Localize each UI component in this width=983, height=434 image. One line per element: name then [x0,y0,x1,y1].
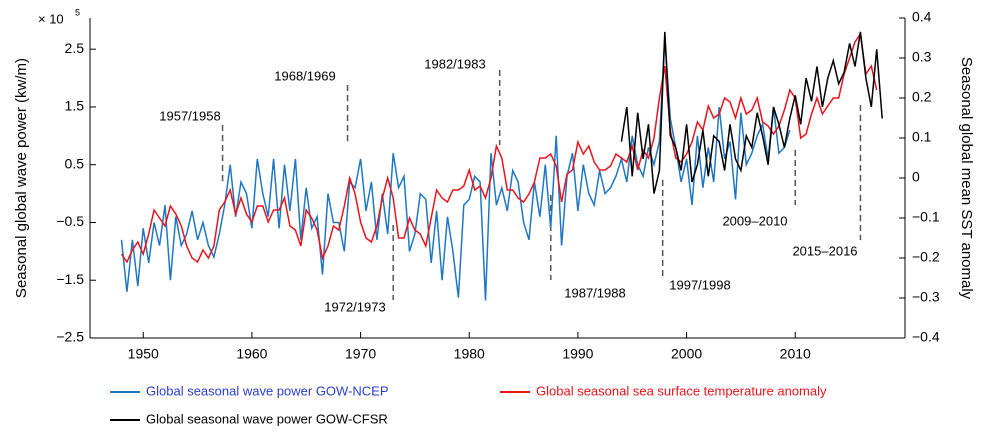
y-tick-label: −0.5 [56,213,84,229]
y2-axis-label: Seasonal global mean SST anomaly [958,57,975,300]
legend-label: Global seasonal wave power GOW-CFSR [146,411,388,426]
y2-tick-label: −0.3 [912,289,940,305]
annotation-label: 2015–2016 [792,243,857,258]
y-tick-label: −1.5 [56,271,84,287]
y-axis-label: Seasonal global wave power (kw/m) [13,58,30,298]
x-tick-label: 1980 [454,346,485,362]
annotation-label: 1997/1998 [669,277,730,292]
multiplier: × 10 [38,11,64,26]
series-line [620,31,883,194]
y2-tick-label: 0.4 [912,9,932,25]
y-tick-label: −2.5 [56,329,84,345]
x-tick-label: 2000 [671,346,702,362]
y-tick-label: 1.5 [65,98,85,114]
y2-tick-label: 0 [912,169,920,185]
series-line [120,31,878,264]
y-tick-label: 0.5 [65,155,85,171]
multiplier-exponent: 5 [75,7,80,17]
x-tick-label: 1970 [345,346,376,362]
y-tick-label: 2.5 [65,40,85,56]
annotation-label: 1982/1983 [424,56,485,71]
annotation-label: 1972/1973 [324,299,385,314]
y2-tick-label: −0.1 [912,209,940,225]
annotation-label: 1968/1969 [274,68,335,83]
x-tick-label: 1950 [128,346,159,362]
y2-tick-label: 0.3 [912,49,932,65]
legend-label: Global seasonal sea surface temperature … [536,383,827,398]
y2-tick-label: −0.2 [912,249,940,265]
x-tick-label: 1990 [562,346,593,362]
y2-tick-label: 0.2 [912,89,932,105]
y2-tick-label: 0.1 [912,129,932,145]
legend-label: Global seasonal wave power GOW-NCEP [146,383,389,398]
annotation-label: 2009–2010 [722,213,787,228]
annotation-label: 1987/1988 [564,285,625,300]
annotation-label: 1957/1958 [159,108,220,123]
x-tick-label: 2010 [780,346,811,362]
y2-tick-label: −0.4 [912,329,940,345]
series-line [120,37,791,301]
x-tick-label: 1960 [236,346,267,362]
